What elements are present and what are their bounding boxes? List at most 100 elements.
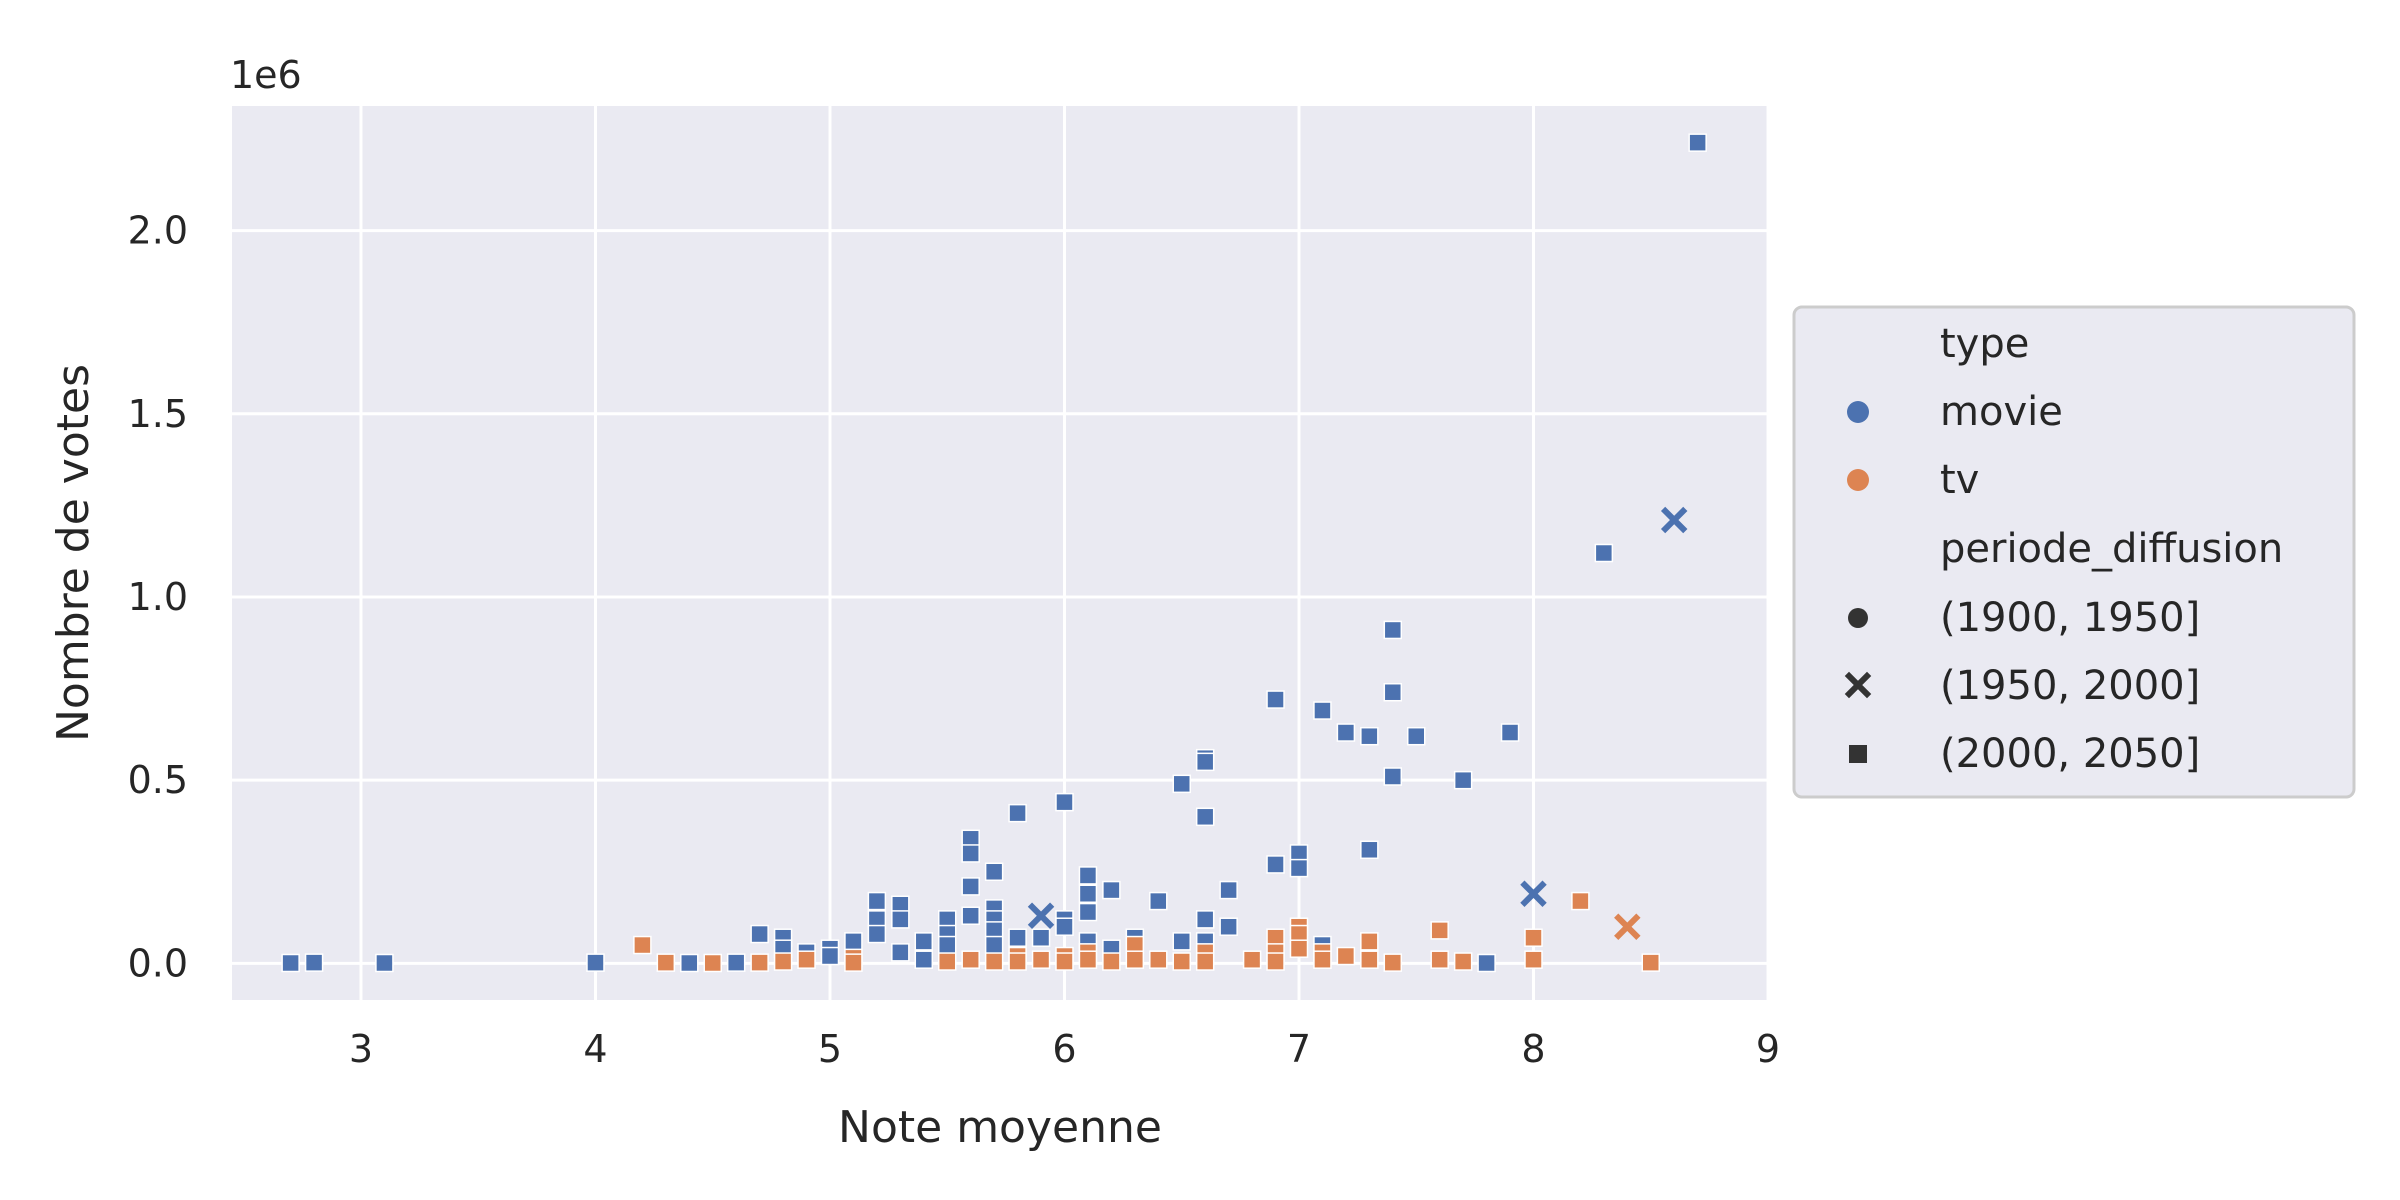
data-point-tv [1172, 952, 1191, 971]
data-point-movie [1102, 880, 1121, 900]
data-point-movie [1195, 910, 1215, 929]
data-point-movie [961, 844, 980, 863]
data-point-movie [1266, 690, 1285, 709]
data-point-tv [937, 952, 957, 971]
data-point-movie [937, 935, 957, 955]
x-tick-label: 4 [583, 1027, 607, 1071]
data-point-movie [1406, 726, 1426, 746]
y-tick-label: 1.0 [128, 575, 188, 619]
data-point-movie [1219, 880, 1238, 900]
data-point-tv [1031, 950, 1051, 969]
data-point-tv [1571, 891, 1590, 911]
data-point-movie [984, 862, 1004, 882]
data-point-movie [1195, 752, 1215, 772]
data-point-movie [1313, 701, 1332, 720]
legend-movie-marker [1847, 401, 1869, 423]
data-point-tv [1524, 950, 1543, 969]
x-axis-ticks: 3 4 5 6 7 8 9 [349, 1027, 1780, 1071]
data-point-movie [984, 935, 1004, 955]
y-axis-ticks: 0.0 0.5 1.0 1.5 2.0 [128, 209, 188, 986]
data-point-movie [820, 946, 840, 966]
data-point-movie [726, 953, 746, 972]
data-point-tv [984, 952, 1004, 971]
data-point-tv [750, 953, 769, 972]
data-point-movie [1688, 133, 1707, 152]
data-point-tv [1360, 932, 1379, 951]
data-point-movie [375, 953, 394, 973]
x-tick-label: 8 [1521, 1027, 1545, 1071]
plot-background [232, 106, 1768, 1000]
data-point-tv [1453, 952, 1473, 971]
data-point-tv [1641, 953, 1660, 972]
data-point-tv [1102, 952, 1121, 971]
legend: type movie tv periode_diffusion (1900, 1… [1792, 305, 2356, 799]
y-tick-label: 2.0 [128, 209, 188, 253]
data-point-movie [891, 943, 910, 962]
data-point-tv [1242, 950, 1262, 969]
x-tick-label: 6 [1052, 1027, 1076, 1071]
data-point-movie [1055, 792, 1074, 812]
data-point-movie [961, 877, 980, 896]
data-point-movie [1078, 902, 1098, 922]
data-point-movie [1594, 543, 1614, 563]
data-point-tv [773, 952, 793, 971]
data-point-movie [1289, 858, 1309, 878]
data-point-movie [1360, 726, 1379, 746]
data-point-tv [1524, 928, 1543, 947]
data-point-movie [1266, 855, 1285, 874]
data-point-movie [961, 906, 980, 925]
x-tick-label: 3 [349, 1027, 373, 1071]
y-offset-label: 1e6 [230, 53, 302, 97]
data-point-tv [656, 953, 676, 972]
legend-style-title: periode_diffusion [1940, 526, 2283, 572]
data-point-movie [304, 953, 324, 972]
legend-movie-label: movie [1940, 389, 2063, 435]
data-point-movie [1477, 953, 1496, 973]
data-point-tv [961, 950, 980, 969]
data-point-movie [1055, 917, 1074, 936]
data-point-tv [1336, 946, 1356, 966]
data-point-tv [844, 953, 863, 972]
data-point-movie [1027, 902, 1055, 929]
data-point-movie [1149, 891, 1168, 911]
data-point-movie [1195, 807, 1215, 827]
data-point-tv [797, 950, 816, 969]
data-point-movie [1383, 620, 1403, 640]
data-point-tv [1055, 952, 1074, 971]
legend-square-marker [1849, 745, 1867, 763]
data-point-tv [1313, 950, 1332, 969]
data-point-movie [1660, 506, 1688, 534]
data-point-tv [1360, 950, 1379, 969]
data-point-movie [680, 953, 699, 973]
x-tick-label: 5 [818, 1027, 842, 1071]
x-tick-label: 9 [1756, 1027, 1780, 1071]
legend-frame [1792, 305, 2356, 799]
data-point-movie [1360, 840, 1379, 860]
data-point-movie [1008, 803, 1027, 823]
data-point-movie [1520, 880, 1547, 907]
data-point-movie [1383, 682, 1403, 702]
x-tick-label: 7 [1287, 1027, 1311, 1071]
legend-tv-label: tv [1940, 457, 1979, 503]
legend-period-3-label: (2000, 2050] [1940, 731, 2200, 777]
legend-x-marker [1844, 671, 1872, 699]
data-point-movie [1172, 932, 1191, 951]
legend-hue-title: type [1940, 321, 2029, 367]
data-point-movie [914, 950, 934, 969]
data-point-movie [750, 924, 769, 944]
data-point-tv [1149, 950, 1168, 969]
x-axis-label: Note moyenne [838, 1102, 1162, 1153]
data-point-tv [1125, 950, 1145, 969]
legend-period-1-label: (1900, 1950] [1940, 595, 2200, 641]
data-point-tv [1195, 952, 1215, 971]
data-point-tv [1078, 950, 1098, 969]
data-point-movie [281, 953, 300, 973]
data-point-movie [867, 924, 887, 944]
grid-lines [232, 106, 1770, 1000]
data-point-movie [1078, 866, 1098, 885]
y-axis-label: Nombre de votes [48, 364, 99, 742]
data-point-movie [914, 932, 934, 951]
data-point-tv [1430, 921, 1449, 940]
y-tick-label: 0.5 [128, 758, 188, 802]
